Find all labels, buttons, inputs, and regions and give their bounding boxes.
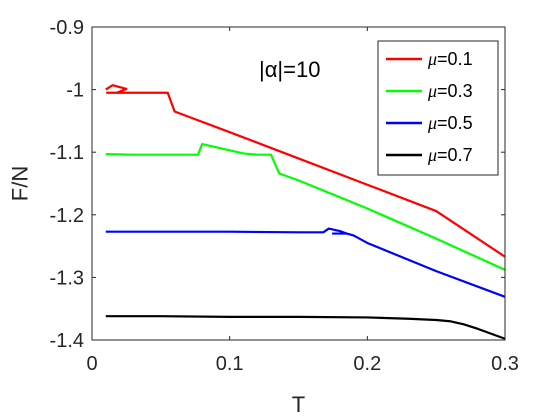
x-tick-label: 0.3 bbox=[491, 353, 519, 375]
x-tick-label: 0.1 bbox=[216, 353, 244, 375]
legend-entry: μ=0.5 bbox=[427, 113, 473, 133]
y-tick-label: -0.9 bbox=[50, 17, 84, 39]
legend-value: =0.7 bbox=[437, 145, 473, 165]
series-line-2 bbox=[105, 142, 506, 271]
legend-value: =0.5 bbox=[437, 113, 473, 133]
y-tick-label: -1.3 bbox=[50, 267, 84, 289]
x-axis-label: T bbox=[292, 392, 305, 417]
legend-entry: μ=0.7 bbox=[427, 145, 473, 165]
series-layer bbox=[105, 84, 506, 340]
legend-value: =0.1 bbox=[437, 49, 473, 69]
alpha-annotation: |α|=10 bbox=[259, 57, 320, 82]
legend-entry: μ=0.3 bbox=[427, 81, 473, 101]
series-line-3 bbox=[105, 227, 506, 298]
legend-mu-symbol: μ bbox=[427, 145, 437, 165]
x-tick-label: 0 bbox=[86, 353, 97, 375]
legend-box bbox=[377, 40, 499, 176]
legend-mu-symbol: μ bbox=[427, 49, 437, 69]
y-axis-label: F/N bbox=[8, 166, 33, 201]
legend: μ=0.1μ=0.3μ=0.5μ=0.7 bbox=[377, 40, 499, 176]
y-tick-label: -1.4 bbox=[50, 330, 84, 352]
legend-mu-symbol: μ bbox=[427, 113, 437, 133]
axes-box bbox=[91, 26, 506, 341]
y-tick-label: -1.2 bbox=[50, 205, 84, 227]
series-line-4 bbox=[105, 315, 506, 340]
x-tick-label: 0.2 bbox=[353, 353, 381, 375]
y-tick-label: -1 bbox=[66, 80, 84, 102]
legend-entry: μ=0.1 bbox=[427, 49, 473, 69]
ticks-layer: 0 0.1 0.2 0.3 -1.4 -1.3 -1.2 -1.1 -1 -0.9 bbox=[50, 17, 519, 375]
legend-mu-symbol: μ bbox=[427, 81, 437, 101]
series-line-1 bbox=[105, 84, 506, 258]
legend-value: =0.3 bbox=[437, 81, 473, 101]
y-tick-label: -1.1 bbox=[50, 142, 84, 164]
